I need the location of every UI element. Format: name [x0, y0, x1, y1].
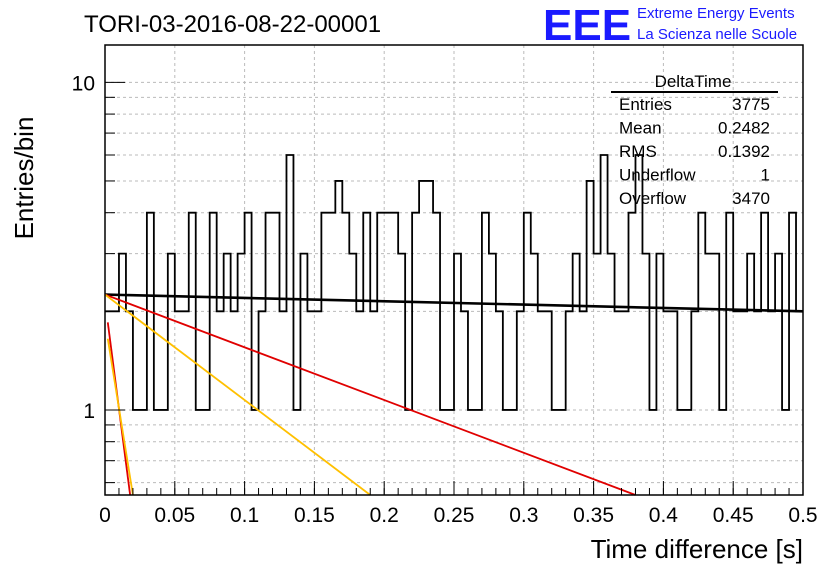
- stats-label: RMS: [619, 142, 657, 161]
- x-tick-label: 0.35: [573, 504, 614, 527]
- fit-curve: [106, 338, 134, 496]
- x-tick-label: 0.25: [434, 504, 475, 527]
- y-tick-label: 1: [83, 400, 95, 423]
- stats-value: 1: [761, 166, 770, 185]
- logo-line-2: La Scienza nelle Scuole: [637, 26, 797, 43]
- x-tick-label: 0.2: [370, 504, 399, 527]
- y-tick-labels: 1 10: [72, 72, 95, 423]
- fit-curve: [104, 293, 636, 496]
- x-tick-label: 0.1: [230, 504, 259, 527]
- stats-title: DeltaTime: [655, 72, 732, 91]
- stats-label: Underflow: [619, 166, 696, 185]
- axis-ticks: [104, 81, 804, 495]
- stats-value: 3470: [732, 189, 770, 208]
- stats-label: Overflow: [619, 189, 687, 208]
- x-tick-label: 0.45: [713, 504, 754, 527]
- x-tick-label: 0: [99, 504, 111, 527]
- stats-rows: Entries 3775 Mean 0.2482 RMS 0.1392 Underflow 1…: [619, 95, 770, 208]
- stats-label: Mean: [619, 119, 662, 138]
- x-tick-label: 0.5: [788, 504, 817, 527]
- stats-value: 0.2482: [718, 119, 770, 138]
- histogram-layer: [105, 154, 803, 411]
- eee-logo: EEE Extreme Energy Events La Scienza nel…: [543, 1, 797, 50]
- x-tick-label: 0.4: [649, 504, 679, 527]
- x-tick-label: 0.15: [294, 504, 335, 527]
- fit-curve: [104, 293, 804, 313]
- x-tick-label: 0.05: [154, 504, 195, 527]
- stats-box: DeltaTime Entries 3775 Mean 0.2482 RMS 0.1392…: [611, 72, 778, 208]
- x-tick-labels: 0 0.05 0.1 0.15 0.2 0.25 0.3 0.35 0.4 0.45 0.5: [99, 504, 817, 527]
- logo-line-1: Extreme Energy Events: [637, 5, 795, 22]
- x-axis-title: Time difference [s]: [591, 534, 803, 564]
- stats-label: Entries: [619, 95, 672, 114]
- stats-value: 3775: [732, 95, 770, 114]
- x-tick-label: 0.3: [509, 504, 538, 527]
- stats-value: 0.1392: [718, 142, 770, 161]
- y-tick-label: 10: [72, 72, 95, 95]
- histogram-steps: [105, 154, 803, 411]
- logo-text: EEE: [543, 1, 631, 50]
- chart-title: TORI-03-2016-08-22-00001: [84, 11, 381, 38]
- y-axis-title: Entries/bin: [9, 117, 39, 240]
- fit-curves: [104, 293, 804, 496]
- fit-curve: [104, 293, 371, 496]
